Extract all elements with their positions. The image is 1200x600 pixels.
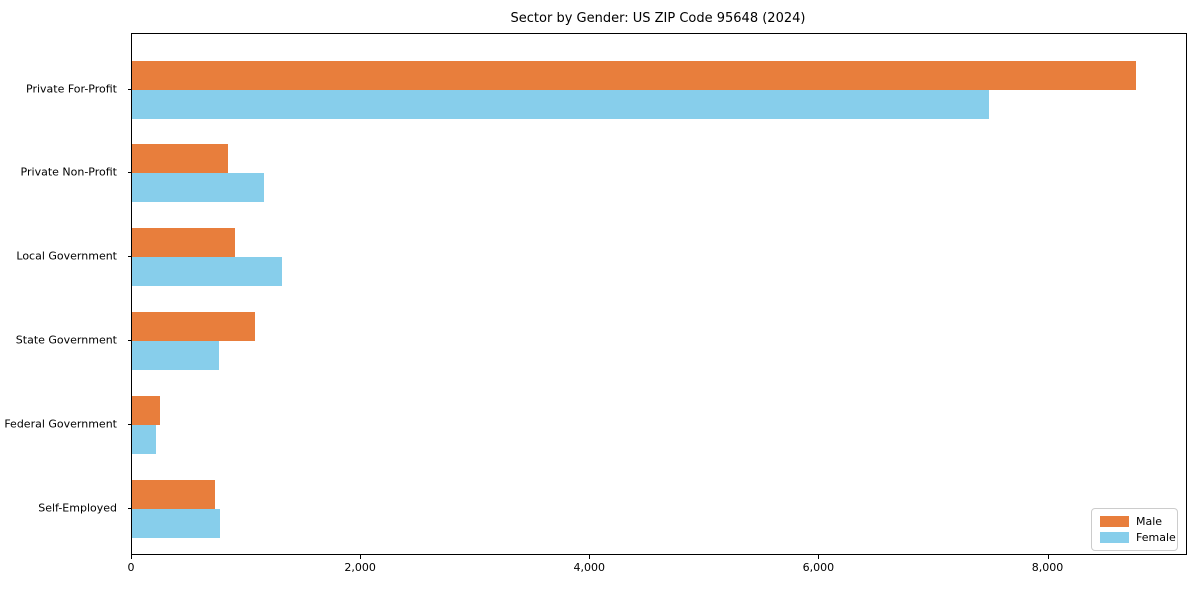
y-tick-label-private-for-profit: Private For-Profit bbox=[26, 82, 117, 95]
bar-female-local-government bbox=[132, 257, 283, 287]
bar-female-state-government bbox=[132, 341, 220, 371]
bar-female-private-non-profit bbox=[132, 173, 264, 203]
legend-label-female: Female bbox=[1136, 530, 1176, 544]
legend-item-male: Male bbox=[1100, 514, 1177, 528]
bar-male-private-for-profit bbox=[132, 60, 1136, 90]
y-tick-label-local-government: Local Government bbox=[16, 249, 117, 263]
y-tick-mark bbox=[128, 172, 132, 174]
x-tick-label-6000: 6,000 bbox=[802, 561, 835, 574]
bar-male-local-government bbox=[132, 228, 236, 258]
bar-female-federal-government bbox=[132, 425, 157, 455]
x-tick-mark bbox=[131, 555, 132, 559]
legend-item-female: Female bbox=[1100, 530, 1177, 544]
chart-title: Sector by Gender: US ZIP Code 95648 (202… bbox=[510, 11, 806, 26]
x-tick-label-2000: 2,000 bbox=[344, 561, 376, 574]
x-tick-mark bbox=[818, 555, 820, 559]
bar-female-private-for-profit bbox=[132, 89, 989, 119]
bar-male-self-employed bbox=[132, 480, 215, 509]
y-tick-label-state-government: State Government bbox=[15, 333, 117, 347]
plot-area bbox=[131, 33, 1187, 555]
x-tick-mark bbox=[360, 555, 362, 559]
bar-female-self-employed bbox=[132, 509, 221, 538]
y-tick-mark bbox=[128, 88, 132, 90]
y-tick-label-private-non-profit: Private Non-Profit bbox=[20, 165, 117, 179]
y-tick-label-self-employed: Self-Employed bbox=[38, 501, 117, 515]
y-tick-mark bbox=[128, 424, 132, 426]
legend-label-male: Male bbox=[1136, 514, 1163, 528]
x-tick-mark bbox=[1047, 555, 1049, 559]
x-tick-label-8000: 8,000 bbox=[1031, 561, 1064, 574]
x-tick-label-4000: 4,000 bbox=[573, 561, 606, 574]
legend-swatch-male-icon bbox=[1100, 516, 1129, 527]
y-tick-mark bbox=[128, 256, 132, 258]
y-tick-mark bbox=[128, 508, 132, 509]
bar-male-state-government bbox=[132, 312, 255, 342]
y-tick-label-federal-government: Federal Government bbox=[4, 417, 117, 431]
y-axis: Private For-Profit Private Non-Profit Loca… bbox=[0, 33, 126, 553]
legend: Male Female bbox=[1091, 508, 1178, 551]
legend-swatch-female-icon bbox=[1100, 532, 1129, 543]
bar-male-federal-government bbox=[132, 396, 160, 426]
x-tick-label-0: 0 bbox=[127, 561, 135, 574]
bar-male-private-non-profit bbox=[132, 144, 229, 174]
y-tick-mark bbox=[128, 340, 132, 342]
x-tick-mark bbox=[589, 555, 591, 559]
